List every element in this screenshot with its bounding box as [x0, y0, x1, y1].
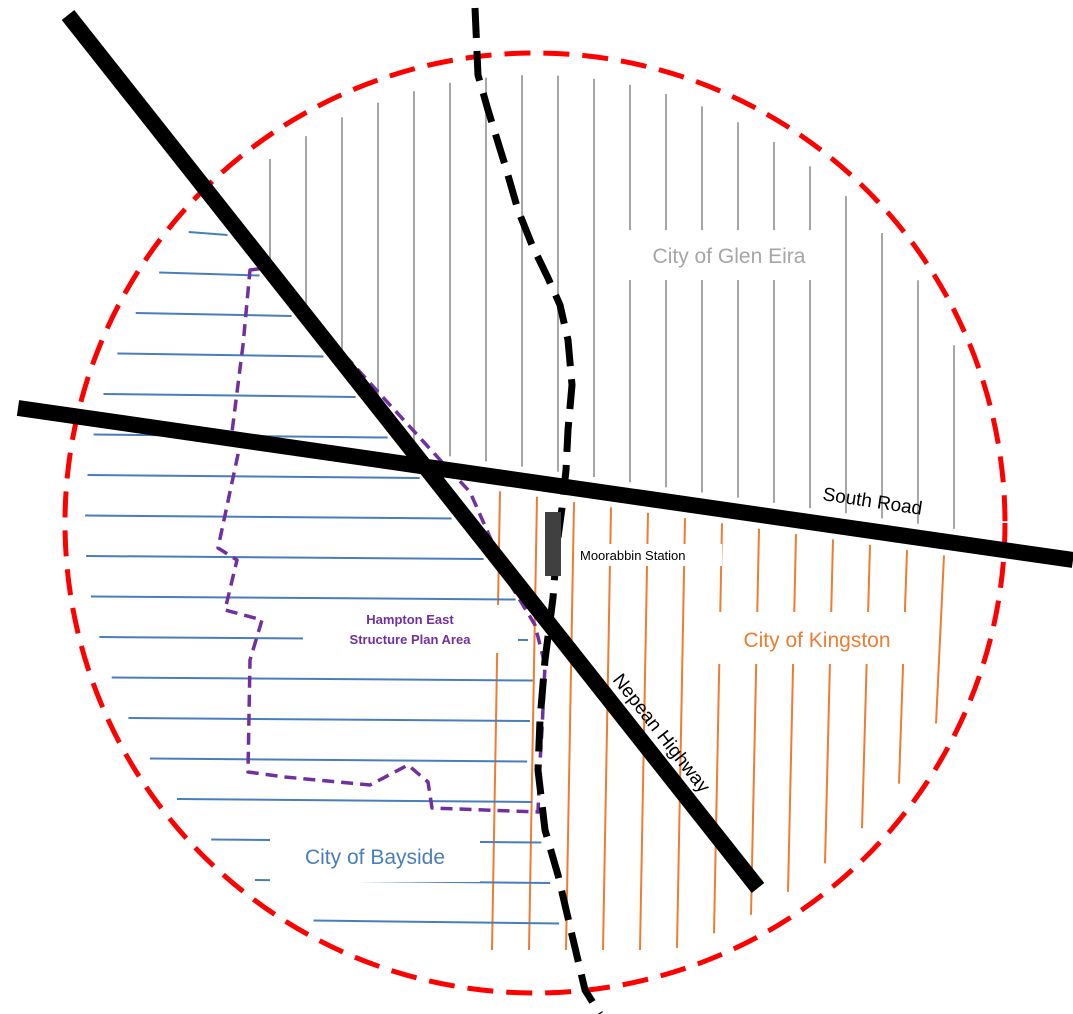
kingston-hatch-line: [824, 539, 834, 864]
station-label-bg: [576, 544, 722, 566]
bayside-hatch-line: [111, 676, 533, 682]
kingston-label: City of Kingston: [743, 629, 890, 652]
kingston-hatch-line: [602, 507, 612, 951]
kingston-hatch-line: [565, 502, 575, 951]
railway-line: [471, 7, 603, 1014]
south-road-label: South Road: [821, 484, 923, 520]
bayside-hatch-line: [149, 757, 528, 763]
kingston-hatch-line: [898, 550, 908, 784]
bayside-hatch-line: [188, 231, 228, 236]
bayside-label: City of Bayside: [305, 846, 445, 869]
kingston-hatch-line: [750, 528, 760, 915]
plan-label-bg: [303, 605, 518, 653]
bayside-label-bg: [270, 832, 480, 882]
bayside-hatch-line: [103, 393, 356, 398]
bayside-hatch-line: [128, 717, 530, 722]
kingston-hatch-line: [935, 555, 945, 724]
plan-area-label-line1: Hampton East: [366, 612, 454, 627]
bayside-hatch-line: [176, 798, 533, 803]
kingston-hatch-line: [861, 544, 871, 829]
radius-boundary: [62, 50, 1008, 996]
bayside-hatch-line: [90, 595, 516, 601]
glen-eira-label-bg: [604, 230, 834, 280]
kingston-hatch-line: [787, 534, 797, 892]
glen-eira-hatching: [269, 75, 955, 529]
plan-area-label-line2: Structure Plan Area: [350, 632, 472, 647]
bayside-hatch-line: [117, 352, 324, 358]
bayside-hatch-line: [85, 514, 452, 520]
kingston-hatch-line: [676, 518, 686, 948]
station-label: Moorabbin Station: [580, 548, 686, 563]
kingston-hatch-line: [713, 523, 723, 934]
nepean-highway-label: Nepean Highway: [608, 670, 714, 797]
bayside-hatch-line: [135, 312, 292, 317]
glen-eira-label: City of Glen Eira: [653, 245, 806, 268]
kingston-label-bg: [712, 612, 930, 664]
nepean-highway: [61, 10, 765, 893]
bayside-hatch-line: [87, 474, 420, 479]
bayside-hatch-line: [313, 919, 560, 925]
bayside-hatch-line: [86, 555, 484, 560]
bayside-hatch-line: [159, 271, 260, 277]
station-marker: [545, 512, 561, 576]
south-road: [16, 400, 1073, 568]
kingston-hatch-line: [528, 496, 538, 951]
